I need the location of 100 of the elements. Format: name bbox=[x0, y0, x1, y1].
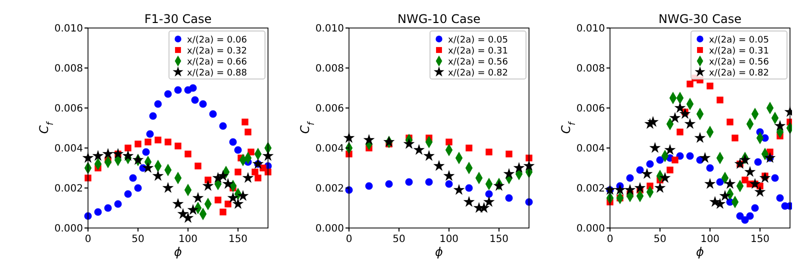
x-tick-label: 50 bbox=[132, 234, 144, 245]
point bbox=[706, 164, 714, 172]
point bbox=[485, 190, 493, 198]
point bbox=[614, 184, 626, 195]
point bbox=[134, 140, 142, 148]
y-tick-label: 0.008 bbox=[54, 64, 83, 74]
point bbox=[744, 166, 756, 177]
point bbox=[754, 186, 766, 197]
point bbox=[114, 200, 122, 208]
point bbox=[624, 184, 636, 195]
point bbox=[433, 160, 445, 171]
point bbox=[234, 146, 242, 154]
point bbox=[224, 200, 232, 208]
point bbox=[646, 160, 654, 168]
x-tick-label: 100 bbox=[700, 234, 720, 245]
point bbox=[191, 96, 199, 104]
point bbox=[679, 108, 691, 119]
point bbox=[214, 196, 222, 204]
point bbox=[771, 174, 779, 182]
point bbox=[445, 180, 453, 188]
point bbox=[634, 182, 646, 193]
point bbox=[626, 174, 634, 182]
point bbox=[636, 166, 644, 174]
point bbox=[716, 96, 724, 104]
point bbox=[102, 148, 114, 159]
y-tick-label: 0.004 bbox=[315, 144, 344, 154]
point bbox=[443, 170, 455, 181]
point bbox=[503, 168, 515, 179]
point bbox=[746, 212, 754, 220]
point bbox=[686, 152, 694, 160]
point bbox=[142, 162, 154, 173]
point bbox=[162, 182, 174, 193]
x-tick-label: 150 bbox=[750, 234, 770, 245]
point bbox=[656, 156, 664, 164]
y-tick-label: 0.008 bbox=[576, 64, 605, 74]
point bbox=[192, 192, 204, 203]
point bbox=[149, 112, 157, 120]
point bbox=[152, 170, 164, 181]
point bbox=[413, 144, 425, 155]
legend-label: x/(2a) = 0.56 bbox=[709, 58, 770, 68]
point bbox=[716, 178, 724, 186]
chart-title: NWG-10 Case bbox=[398, 12, 480, 26]
point bbox=[229, 138, 237, 146]
y-tick-label: 0.006 bbox=[315, 104, 344, 114]
y-tick-label: 0.002 bbox=[576, 184, 605, 194]
point bbox=[513, 162, 525, 173]
point bbox=[232, 198, 244, 209]
point bbox=[754, 158, 762, 166]
x-tick-label: 0 bbox=[606, 234, 614, 245]
point bbox=[84, 174, 92, 182]
point bbox=[365, 182, 373, 190]
y-tick-label: 0.002 bbox=[54, 184, 83, 194]
point bbox=[724, 178, 736, 189]
point bbox=[172, 198, 184, 209]
legend-label: x/(2a) = 0.05 bbox=[709, 36, 769, 46]
x-tick-label: 50 bbox=[392, 234, 406, 245]
legend-label: x/(2a) = 0.05 bbox=[448, 36, 508, 46]
x-tick-label: 150 bbox=[228, 234, 248, 245]
x-tick-label: 150 bbox=[489, 234, 509, 245]
chart-title: F1-30 Case bbox=[144, 12, 212, 26]
point bbox=[759, 172, 771, 183]
point bbox=[425, 178, 433, 186]
y-tick-label: 0.004 bbox=[54, 144, 83, 154]
point bbox=[739, 154, 751, 165]
point bbox=[234, 168, 242, 176]
point bbox=[182, 212, 194, 223]
point bbox=[204, 176, 212, 184]
point bbox=[202, 180, 214, 191]
point bbox=[189, 84, 197, 92]
legend-label: x/(2a) = 0.88 bbox=[187, 68, 248, 78]
point bbox=[217, 170, 229, 181]
point bbox=[674, 102, 686, 113]
point bbox=[122, 150, 134, 161]
point bbox=[92, 150, 104, 161]
point bbox=[244, 128, 252, 136]
point bbox=[134, 184, 142, 192]
x-tick-label: 100 bbox=[178, 234, 198, 245]
legend-label: x/(2a) = 0.56 bbox=[448, 58, 508, 68]
point bbox=[726, 118, 734, 126]
point bbox=[227, 192, 239, 203]
point bbox=[505, 194, 513, 202]
x-tick-label: 50 bbox=[654, 234, 666, 245]
point bbox=[154, 136, 162, 144]
point bbox=[184, 150, 192, 158]
point bbox=[112, 148, 124, 159]
point bbox=[194, 162, 202, 170]
x-tick-label: 0 bbox=[84, 234, 92, 245]
point bbox=[242, 118, 248, 126]
point bbox=[526, 154, 532, 162]
point bbox=[220, 208, 226, 216]
point bbox=[463, 196, 475, 207]
point bbox=[774, 120, 786, 131]
point bbox=[664, 144, 676, 155]
x-tick-label: 0 bbox=[346, 234, 352, 245]
point bbox=[142, 148, 150, 156]
point bbox=[699, 152, 711, 163]
point bbox=[187, 204, 199, 215]
point bbox=[94, 208, 102, 216]
point bbox=[405, 178, 413, 186]
point bbox=[647, 116, 659, 127]
